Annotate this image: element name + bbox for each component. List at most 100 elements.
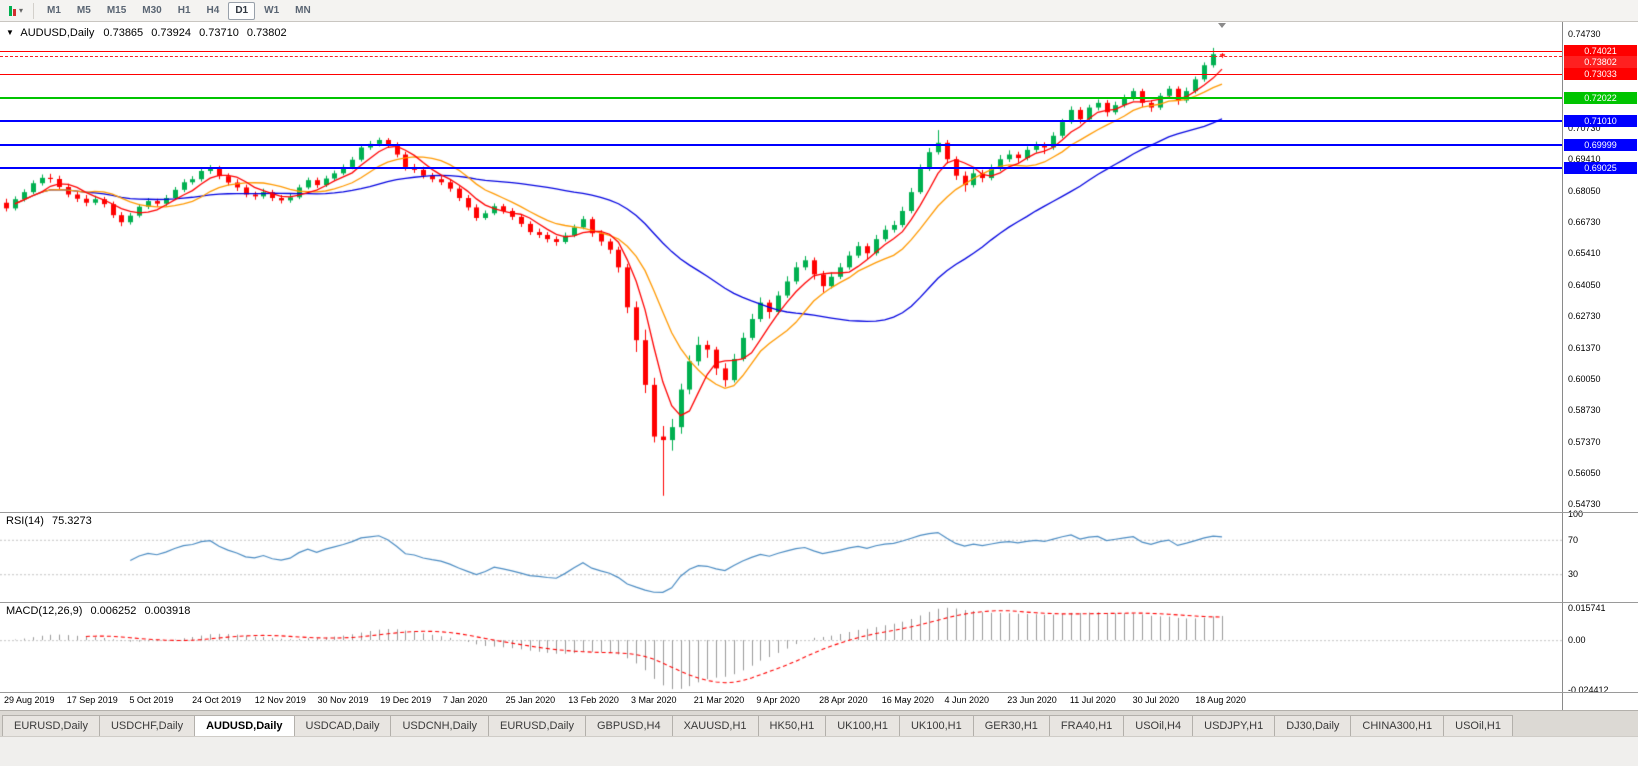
macd-tick-label: -0.024412: [1568, 685, 1609, 695]
chevron-down-icon: ▾: [19, 5, 24, 15]
date-tick-label: 28 Apr 2020: [819, 695, 868, 705]
price-tick-label: 0.58730: [1568, 405, 1601, 415]
macd-label: MACD(12,26,9): [6, 605, 83, 617]
chart-tab[interactable]: USOil,H1: [1443, 715, 1513, 736]
rsi-tick-label: 30: [1568, 569, 1579, 580]
timeframe-h1-button[interactable]: H1: [171, 2, 198, 20]
chart-tab[interactable]: DJ30,Daily: [1274, 715, 1352, 736]
date-tick-label: 7 Jan 2020: [442, 695, 488, 705]
price-tick-label: 0.69410: [1568, 154, 1601, 165]
timeframe-m1-button[interactable]: M1: [40, 2, 68, 20]
chart-tab[interactable]: UK100,H1: [825, 715, 900, 736]
timeframe-h4-button[interactable]: H4: [200, 2, 227, 20]
chart-tab-bar: EURUSD,Daily USDCHF,Daily AUDUSD,Daily USDC…: [0, 710, 1638, 736]
date-tick-label: 5 Oct 2019: [129, 695, 174, 705]
support-line[interactable]: [0, 120, 1562, 122]
support-line[interactable]: [0, 167, 1562, 169]
price-axis[interactable]: 0.747300.734100.720900.707300.694100.680…: [1562, 22, 1638, 710]
timeframe-d1-button[interactable]: D1: [228, 1, 256, 20]
price-tick-label: 0.68050: [1568, 185, 1601, 196]
chart-plot-area[interactable]: ▼ AUDUSD,Daily 0.73865 0.73924 0.73710 0…: [0, 22, 1562, 710]
candle-down-glyph: [13, 8, 16, 16]
date-tick-label: 4 Jun 2020: [944, 695, 990, 705]
macd-main-value: 0.006252: [90, 605, 137, 617]
date-tick-label: 13 Feb 2020: [568, 695, 619, 705]
date-tick-label: 21 Mar 2020: [693, 695, 745, 705]
chart-tab[interactable]: AUDUSD,Daily: [194, 715, 295, 736]
date-tick-label: 3 Mar 2020: [631, 695, 677, 705]
pane-separator[interactable]: [0, 512, 1638, 513]
chart-tab[interactable]: EURUSD,Daily: [2, 715, 100, 736]
chart-context-menu-icon[interactable]: ▼: [6, 28, 14, 37]
chart-tab[interactable]: HK50,H1: [757, 715, 827, 736]
macd-pane-title: MACD(12,26,9) 0.006252 0.003918: [6, 605, 190, 617]
price-tick-label: 0.64050: [1568, 279, 1601, 290]
price-tick-label: 0.62730: [1568, 311, 1601, 321]
price-badge: 0.73033: [1564, 68, 1637, 80]
timeframe-m5-button[interactable]: M5: [70, 2, 98, 20]
chart-tab[interactable]: USOil,H4: [1123, 715, 1194, 736]
macd-tick-label: 0.00: [1568, 635, 1586, 646]
date-tick-label: 18 Aug 2020: [1195, 695, 1246, 705]
date-tick-label: 23 Jun 2020: [1007, 695, 1057, 705]
rsi-value: 75.3273: [51, 515, 92, 527]
chart-tab[interactable]: FRA40,H1: [1048, 715, 1125, 736]
price-badge: 0.69025: [1564, 162, 1637, 174]
date-tick-label: 30 Nov 2019: [317, 695, 369, 705]
price-tick-label: 0.66730: [1568, 217, 1601, 227]
chart-tab[interactable]: XAUUSD,H1: [671, 715, 759, 736]
chart-tab[interactable]: CHINA300,H1: [1350, 715, 1445, 736]
close-value: 0.73802: [246, 27, 287, 39]
high-value: 0.73924: [151, 27, 191, 39]
toolbar-separator: [33, 2, 35, 19]
price-chart-canvas[interactable]: [0, 22, 1562, 710]
timeframe-toolbar: ▾ M1 M5 M15 M30 H1 H4 D1 W1 MN: [0, 0, 1638, 22]
price-badge: 0.74021: [1564, 45, 1637, 57]
chart-tab[interactable]: EURUSD,Daily: [488, 715, 586, 736]
open-value: 0.73865: [103, 27, 144, 39]
date-tick-label: 29 Aug 2019: [4, 695, 55, 705]
pane-separator[interactable]: [0, 602, 1638, 603]
resistance-line[interactable]: [0, 51, 1562, 52]
rsi-tick-label: 100: [1568, 509, 1584, 519]
price-badge: 0.73802: [1564, 56, 1637, 68]
timeframe-w1-button[interactable]: W1: [257, 2, 286, 20]
chart-type-icon[interactable]: ▾: [4, 4, 28, 18]
pane-separator: [0, 692, 1638, 693]
resistance-line[interactable]: [0, 74, 1562, 75]
chart-shift-marker[interactable]: [1218, 23, 1226, 28]
macd-signal-value: 0.003918: [144, 605, 191, 617]
chart-tab[interactable]: UK100,H1: [898, 715, 974, 736]
timeframe-m30-button[interactable]: M30: [135, 2, 168, 20]
price-tick-label: 0.65410: [1568, 248, 1601, 259]
date-tick-label: 19 Dec 2019: [380, 695, 432, 705]
rsi-tick-label: 70: [1568, 534, 1579, 545]
price-tick-label: 0.61370: [1568, 342, 1601, 353]
date-tick-label: 16 May 2020: [881, 695, 934, 705]
price-tick-label: 0.60050: [1568, 373, 1601, 384]
low-value: 0.73710: [199, 27, 239, 39]
status-bar: [0, 736, 1638, 766]
candle-up-glyph: [9, 5, 12, 16]
chart-tab[interactable]: USDCHF,Daily: [98, 715, 196, 736]
price-badge: 0.72022: [1564, 92, 1637, 104]
chart-tab[interactable]: USDCNH,Daily: [390, 715, 490, 736]
support-line[interactable]: [0, 97, 1562, 99]
rsi-pane-title: RSI(14) 75.3273: [6, 515, 92, 527]
timeframe-m15-button[interactable]: M15: [100, 2, 133, 20]
chart-tab[interactable]: USDCAD,Daily: [293, 715, 392, 736]
date-tick-label: 9 Apr 2020: [756, 695, 800, 705]
current-price-line[interactable]: [0, 56, 1562, 57]
date-tick-label: 11 Jul 2020: [1069, 695, 1116, 705]
chart-tab[interactable]: GBPUSD,H4: [585, 715, 673, 736]
support-line[interactable]: [0, 144, 1562, 146]
price-badge: 0.71010: [1564, 115, 1637, 127]
chart-tab[interactable]: USDJPY,H1: [1192, 715, 1276, 736]
rsi-label: RSI(14): [6, 515, 44, 527]
date-tick-label: 17 Sep 2019: [66, 695, 118, 705]
price-tick-label: 0.54730: [1568, 499, 1601, 509]
chart-window: ▼ AUDUSD,Daily 0.73865 0.73924 0.73710 0…: [0, 22, 1638, 710]
chart-tab[interactable]: GER30,H1: [972, 715, 1050, 736]
price-tick-label: 0.70730: [1568, 123, 1601, 133]
timeframe-mn-button[interactable]: MN: [288, 2, 318, 20]
